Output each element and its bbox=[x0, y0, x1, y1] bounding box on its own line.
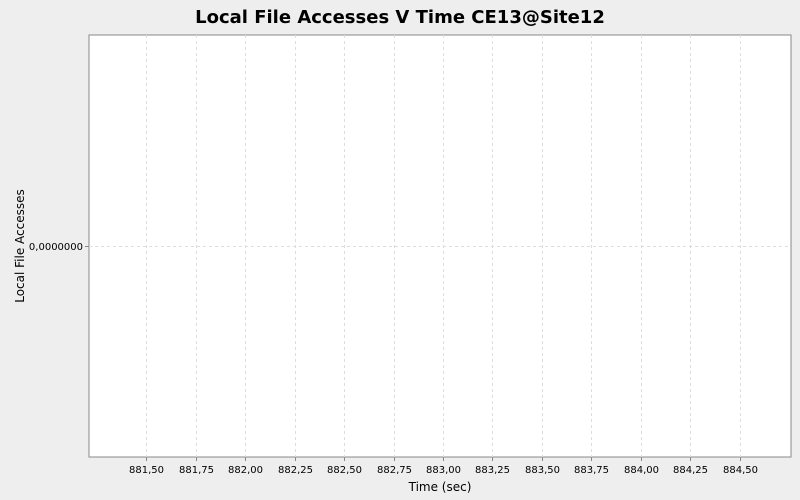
x-axis: 881,50 881,75 882,00 882,25 882,50 882,75 883,… bbox=[129, 457, 758, 476]
x-tick-label: 882,75 bbox=[377, 465, 412, 476]
x-axis-label: Time (sec) bbox=[408, 480, 472, 494]
x-tick-label: 881,75 bbox=[179, 465, 214, 476]
x-tick-label: 883,75 bbox=[574, 465, 609, 476]
x-tick-label: 883,25 bbox=[475, 465, 510, 476]
y-axis: 0,0000000 bbox=[29, 242, 89, 253]
x-tick-label: 883,00 bbox=[426, 465, 461, 476]
x-tick-label: 884,00 bbox=[624, 465, 659, 476]
x-tick-label: 881,50 bbox=[129, 465, 164, 476]
x-tick-label: 882,00 bbox=[228, 465, 263, 476]
x-tick-label: 884,25 bbox=[673, 465, 708, 476]
chart-title: Local File Accesses V Time CE13@Site12 bbox=[195, 7, 605, 28]
x-tick-label: 884,50 bbox=[723, 465, 758, 476]
x-tick-label: 882,25 bbox=[278, 465, 313, 476]
grid-lines bbox=[89, 35, 791, 457]
y-tick-label: 0,0000000 bbox=[29, 242, 83, 253]
y-axis-label: Local File Accesses bbox=[13, 189, 27, 303]
x-tick-label: 883,50 bbox=[525, 465, 560, 476]
x-tick-label: 882,50 bbox=[327, 465, 362, 476]
